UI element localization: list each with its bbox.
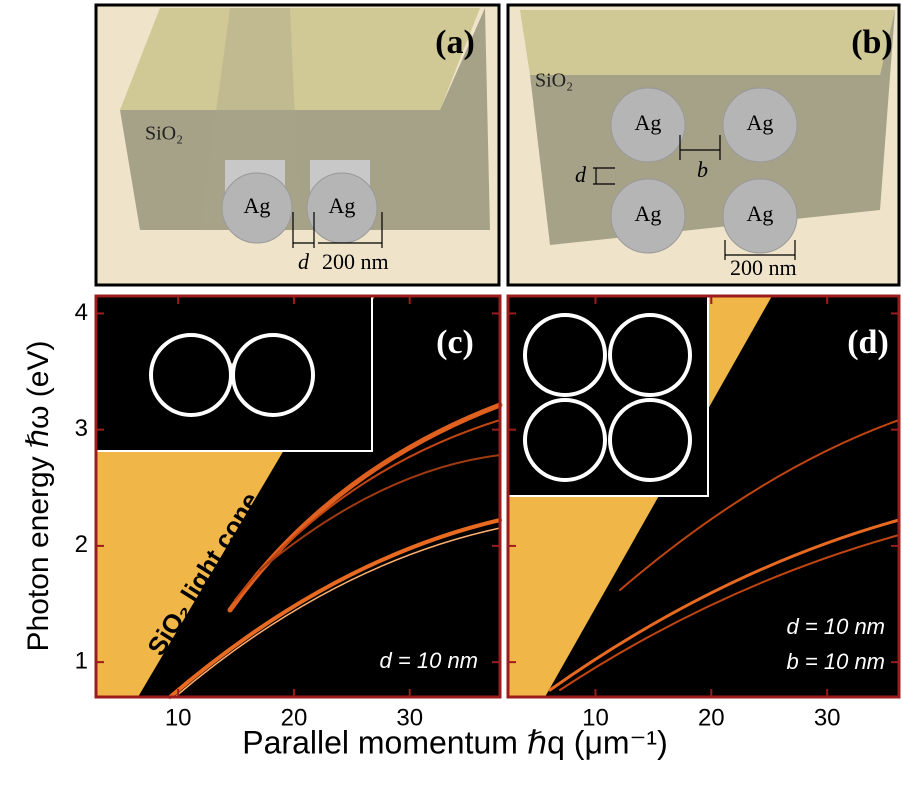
inset-wire (151, 335, 231, 415)
annotation: d = 10 nm (380, 648, 478, 673)
figure: Ag Ag SiO₂ d 200 nm (a) Ag Ag Ag Ag SiO₂… (0, 0, 902, 789)
panel-label: (c) (436, 324, 474, 361)
gap-d-label: d (575, 162, 587, 187)
x-tick-label: 10 (165, 704, 192, 731)
annotation: b = 10 nm (787, 649, 885, 674)
wire-label: Ag (747, 110, 774, 135)
wire-label: Ag (635, 110, 662, 135)
x-tick-label: 30 (814, 704, 841, 731)
medium-label: SiO₂ (535, 70, 573, 92)
gap-b-label: b (697, 157, 708, 182)
slab-top (520, 10, 895, 75)
panel-label: (d) (847, 324, 889, 361)
inset-wire (610, 400, 690, 480)
diameter-label: 200 nm (730, 255, 797, 280)
wire-label: Ag (635, 201, 662, 226)
wire-label: Ag (329, 193, 356, 218)
inset-wire (233, 335, 313, 415)
diameter-label: 200 nm (322, 249, 389, 274)
y-tick-label: 1 (75, 647, 88, 674)
x-tick-label: 20 (281, 704, 308, 731)
slab-top (120, 8, 480, 110)
inset-wire (610, 315, 690, 395)
panel-b: Ag Ag Ag Ag SiO₂ d b 200 nm (b) (508, 5, 899, 285)
inset-wire (525, 400, 605, 480)
y-tick-label: 2 (75, 531, 88, 558)
medium-label: SiO₂ (145, 123, 183, 145)
wire-label: Ag (244, 193, 271, 218)
panel-label: (a) (435, 24, 475, 61)
y-tick-label: 3 (75, 415, 88, 442)
inset-wire (525, 315, 605, 395)
y-axis-label: Photon energy ℏω (eV) (22, 341, 55, 652)
panel-a: Ag Ag SiO₂ d 200 nm (a) (96, 5, 499, 285)
wire-label: Ag (747, 201, 774, 226)
panel-label: (b) (851, 24, 893, 61)
gap-label: d (298, 249, 310, 274)
x-tick-label: 20 (698, 704, 725, 731)
x-tick-label: 10 (582, 704, 609, 731)
y-tick-label: 4 (75, 299, 88, 326)
annotation: d = 10 nm (787, 614, 885, 639)
x-tick-label: 30 (396, 704, 423, 731)
